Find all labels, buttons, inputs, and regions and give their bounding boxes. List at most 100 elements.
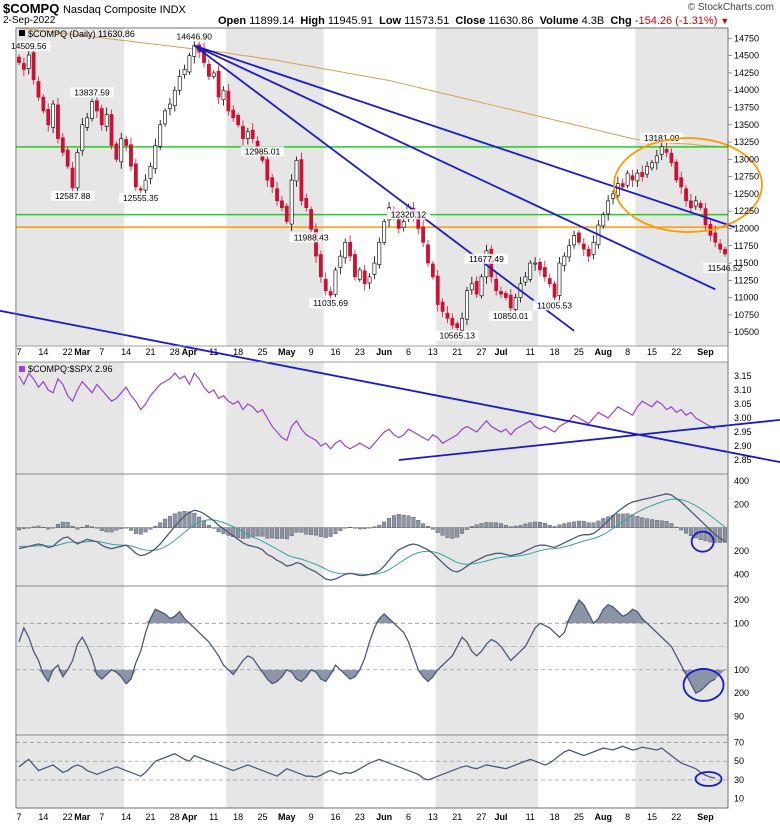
macd-histogram-bar [625, 513, 630, 528]
macd-histogram-bar [382, 521, 387, 528]
candle-down [499, 291, 503, 295]
x-tick-label: 23 [355, 812, 365, 822]
candle-up [562, 255, 567, 266]
candle-up [177, 76, 182, 91]
y-tick-label: 100 [734, 618, 749, 628]
macd-histogram-bar [391, 515, 396, 528]
candle-down [124, 139, 129, 146]
macd-histogram-bar [542, 523, 547, 528]
candle-down [474, 280, 479, 295]
data-label-bg [703, 262, 747, 273]
macd-histogram-bar [533, 521, 538, 528]
y-tick-label: 14750 [734, 33, 759, 43]
candle-down [109, 114, 114, 146]
macd-histogram-bar [416, 520, 421, 528]
candle-down [275, 188, 279, 202]
candle-up [654, 155, 659, 164]
x-tick-label: 18 [550, 347, 560, 357]
data-label-bg [119, 193, 163, 204]
candle-down [348, 242, 352, 257]
y-tick-label: 11750 [734, 241, 758, 251]
candle-up [163, 110, 167, 125]
candle-down [718, 243, 723, 250]
x-tick-label: 7 [16, 347, 21, 357]
macd-histogram-bar [294, 527, 299, 533]
candle-down [231, 109, 236, 119]
candle-up [460, 318, 464, 331]
macd-histogram-bar [401, 514, 406, 528]
macd-histogram-bar [640, 517, 645, 528]
macd-histogram-bar [523, 523, 528, 528]
data-label-bg [7, 41, 51, 52]
candle-down [284, 205, 289, 222]
macd-histogram-bar [591, 522, 596, 528]
macd-histogram-bar [557, 524, 562, 528]
macd-histogram-bar [75, 527, 80, 530]
macd-histogram-bar [684, 527, 689, 534]
macd-histogram-bar [192, 512, 197, 528]
y-tick-label: 90 [734, 711, 744, 721]
macd-histogram-bar [260, 527, 265, 537]
macd-histogram-bar [206, 524, 211, 528]
macd-histogram-bar [596, 520, 601, 528]
candle-down [586, 248, 591, 257]
candle-up [533, 262, 538, 265]
macd-histogram-bar [167, 515, 172, 528]
candle-up [625, 172, 630, 186]
candle-down [265, 159, 270, 181]
macd-histogram-bar [406, 515, 411, 528]
x-tick-label: 22 [671, 347, 681, 357]
x-tick-label: Sep [697, 347, 714, 357]
macd-histogram-bar [31, 526, 36, 528]
candle-down [674, 161, 679, 181]
y-tick-label: 10 [734, 794, 744, 804]
candle-down [679, 177, 684, 188]
y-tick-label: 11500 [734, 258, 758, 268]
x-tick-label: 25 [257, 812, 267, 822]
macd-histogram-bar [718, 527, 723, 543]
macd-histogram-bar [133, 527, 138, 534]
macd-histogram-bar [723, 527, 728, 543]
candle-down [508, 294, 513, 309]
macd-histogram-bar [611, 514, 616, 528]
candle-up [289, 179, 294, 225]
candle-down [547, 278, 552, 285]
macd-histogram-bar [659, 520, 664, 528]
x-tick-label: 25 [257, 347, 267, 357]
data-label-bg [435, 330, 479, 341]
candle-down [56, 104, 60, 139]
y-tick-label: 10500 [734, 327, 759, 337]
price-data-label: 12985.01 [245, 146, 281, 156]
macd-histogram-bar [318, 527, 323, 537]
candle-down [129, 144, 133, 167]
index-name: Nasdaq Composite INDX [62, 4, 186, 16]
price-data-label: 13837.59 [74, 87, 110, 97]
macd-histogram-bar [518, 525, 523, 528]
price-data-label: 11677.49 [469, 254, 504, 264]
month-shade-band [435, 735, 538, 808]
month-shade-band [435, 586, 538, 735]
macd-histogram-bar [250, 527, 255, 538]
candle-down [138, 188, 143, 191]
month-shade-band [17, 28, 125, 346]
rsi-line [18, 745, 716, 781]
x-tick-label: Jun [376, 347, 392, 357]
candle-down [314, 229, 318, 257]
macd-histogram-bar [17, 527, 22, 531]
y-tick-label: 14250 [734, 68, 759, 78]
y-tick-label: 400 [734, 476, 749, 486]
x-tick-label: 7 [99, 812, 104, 822]
y-tick-label: 14500 [734, 51, 759, 61]
close-label: Close [455, 15, 486, 27]
candle-down [41, 96, 46, 112]
x-tick-label: 7 [99, 347, 104, 357]
x-tick-label: 18 [233, 347, 243, 357]
candle-down [698, 203, 703, 209]
brand-watermark: © StockCharts.com [687, 2, 774, 13]
legend-swatch [19, 366, 25, 372]
candle-up [211, 72, 216, 77]
macd-histogram-bar [664, 521, 669, 528]
candle-down [328, 291, 333, 296]
candle-down [577, 232, 581, 243]
price-data-label: 12320.12 [391, 209, 427, 219]
